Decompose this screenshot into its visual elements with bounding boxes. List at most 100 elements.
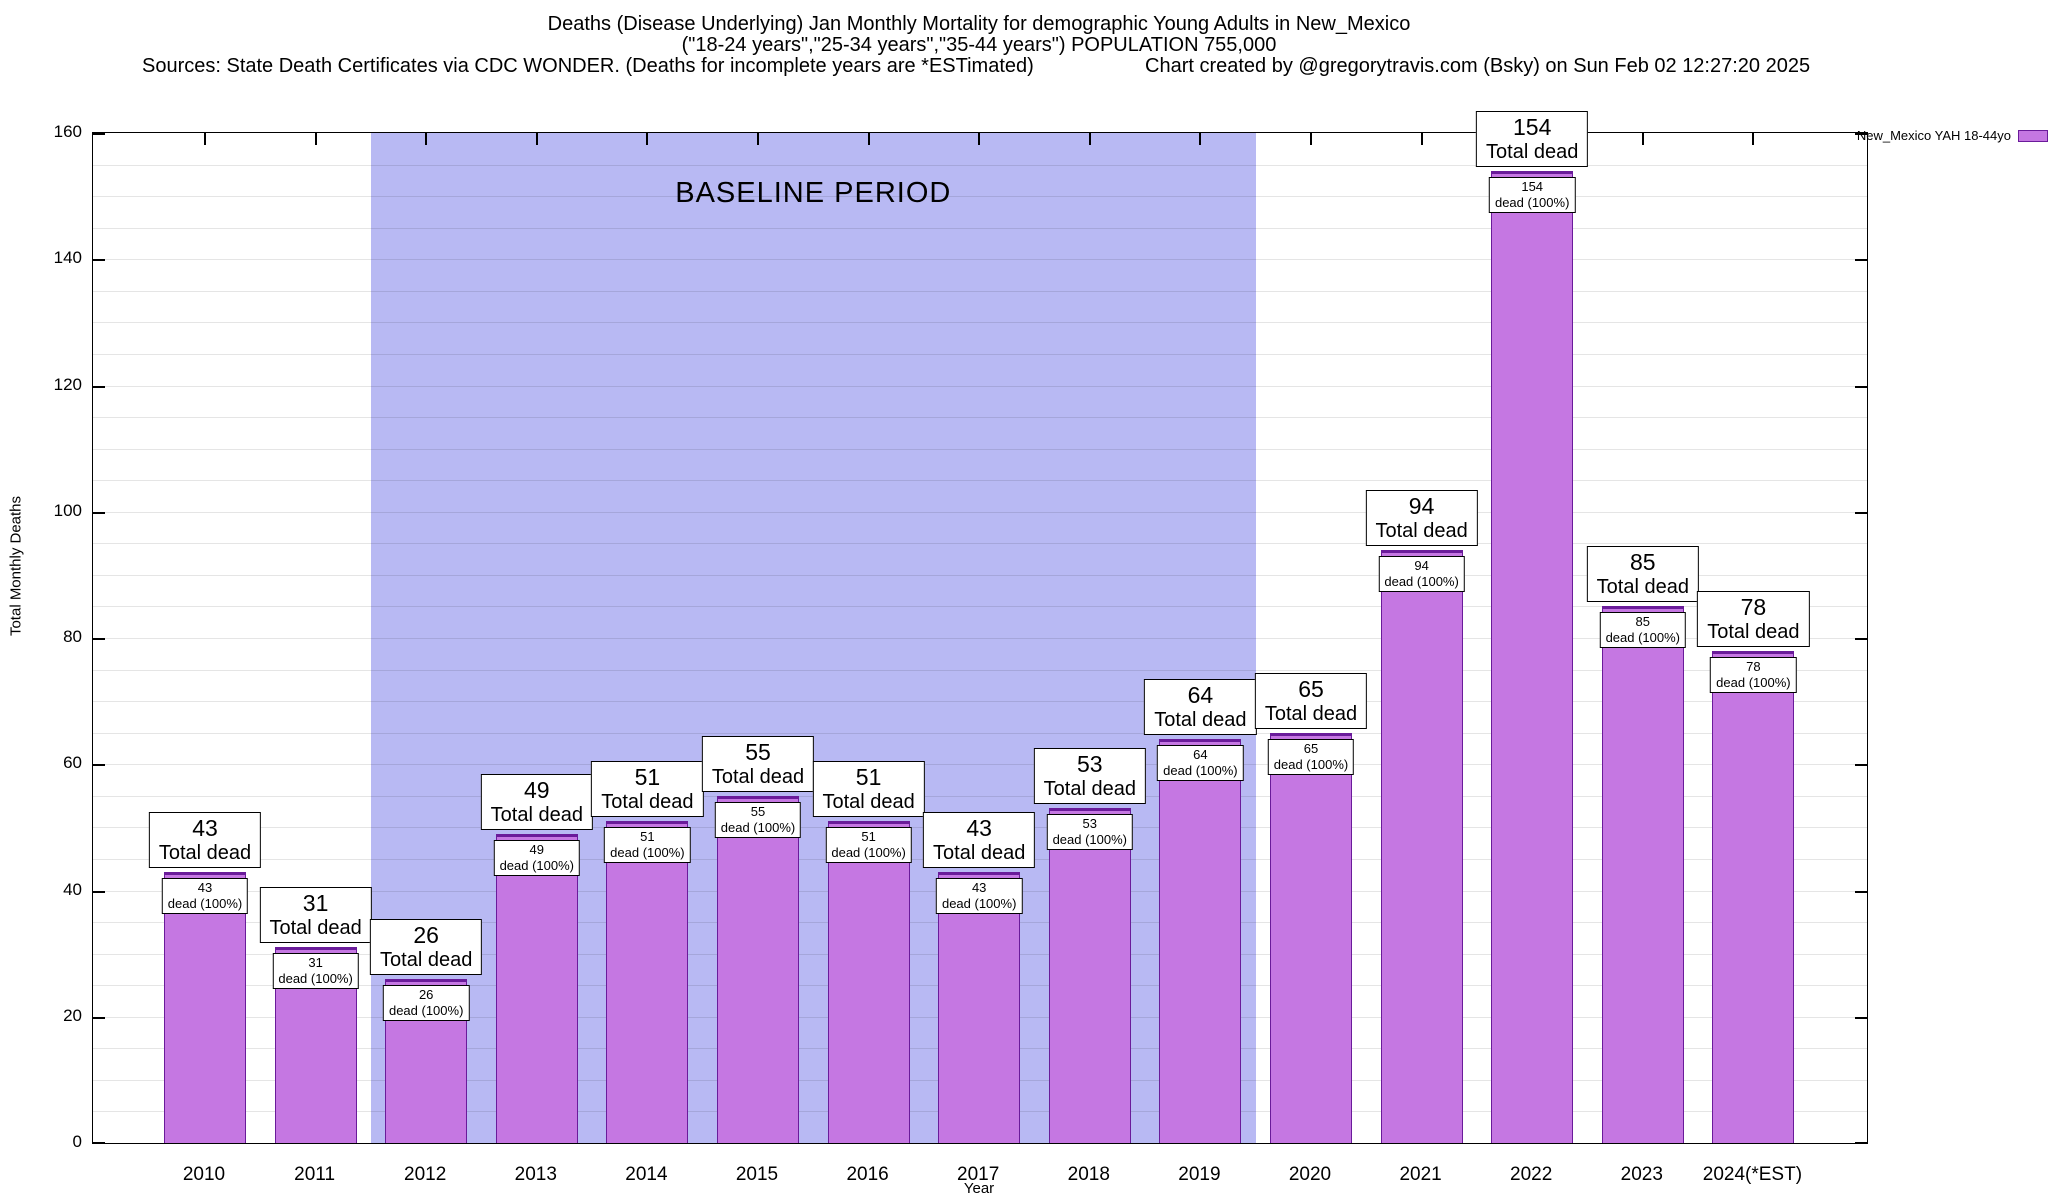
legend-label: New_Mexico YAH 18-44yo [1856, 128, 2011, 143]
bar-total-caption: Total dead [1486, 140, 1579, 163]
bar-inner-label: 65 dead (100%) [1267, 738, 1355, 775]
x-tick-mark [867, 133, 870, 145]
bar-inner-caption: dead (100%) [1273, 756, 1349, 772]
gridline [93, 732, 1867, 734]
legend-swatch-icon [2018, 129, 2048, 142]
x-tick-label: 2019 [1178, 1164, 1221, 1185]
gridline [93, 511, 1867, 513]
bar [1491, 170, 1574, 1143]
gridline [93, 196, 1867, 198]
y-tick-mark [1855, 133, 1867, 135]
x-tick-mark [425, 133, 428, 145]
bar-total-caption: Total dead [490, 803, 583, 826]
bar-total-caption: Total dead [711, 765, 805, 788]
x-tick-label: 2017 [957, 1164, 1000, 1185]
bar-inner-caption: dead (100%) [831, 845, 906, 861]
gridline [93, 227, 1867, 229]
gridline [93, 448, 1867, 450]
bar-total-label: 65 Total dead [1254, 672, 1368, 729]
bar-inner-label: 85 dead (100%) [1599, 612, 1687, 649]
bar-inner-value: 55 [750, 803, 766, 819]
baseline-label: BASELINE PERIOD [675, 177, 952, 209]
bar-inner-value: 49 [529, 841, 545, 857]
gridline [93, 259, 1867, 261]
bar-total-caption: Total dead [1264, 702, 1358, 725]
bar-inner-label: 64 dead (100%) [1157, 745, 1244, 781]
bar-total-label: 53 Total dead [1033, 748, 1146, 805]
bar-total-value: 49 [523, 776, 550, 803]
bar-inner-value: 94 [1414, 557, 1429, 573]
bar-total-label: 55 Total dead [701, 735, 815, 792]
gridline [93, 574, 1867, 576]
chart-sources-note: Sources: State Death Certificates via CD… [142, 55, 1034, 77]
gridline [93, 417, 1867, 419]
plot-area: BASELINE PERIOD 43 dead (100%) 43 Total dead… [92, 110, 1868, 1144]
y-tick-mark [1855, 764, 1867, 767]
bar-total-value: 85 [1629, 549, 1656, 576]
bar-total-label: 26 Total dead [370, 918, 483, 975]
y-tick-mark [1855, 385, 1867, 388]
chart-subtitle: ("18-24 years","25-34 years","35-44 year… [681, 34, 1277, 56]
y-tick-mark [1855, 1016, 1867, 1019]
y-tick-label: 20 [63, 1005, 82, 1025]
bar-total-caption: Total dead [380, 948, 473, 971]
bar [1601, 606, 1684, 1143]
bar-total-label: 43 Total dead [923, 811, 1036, 868]
bar-inner-label: 55 dead (100%) [714, 801, 802, 838]
y-tick-label: 40 [63, 879, 82, 899]
bar-total-label: 85 Total dead [1586, 546, 1699, 603]
bar-total-value: 78 [1740, 593, 1767, 620]
bar-inner-caption: dead (100%) [1163, 763, 1238, 778]
bar-total-label: 154 Total dead [1476, 110, 1589, 167]
y-tick-mark [93, 890, 105, 893]
gridline [93, 606, 1867, 608]
gridline [93, 480, 1867, 482]
bar-inner-label: 51 dead (100%) [825, 827, 912, 864]
y-tick-mark [93, 1016, 105, 1019]
y-tick-mark [1855, 890, 1867, 893]
y-tick-label: 120 [53, 374, 82, 394]
legend: New_Mexico YAH 18-44yo [1857, 128, 2048, 143]
y-tick-mark [93, 259, 105, 262]
bar-total-caption: Total dead [1154, 709, 1247, 731]
bar [606, 821, 689, 1143]
y-tick-label: 0 [72, 1132, 82, 1151]
x-tick-mark [535, 133, 538, 145]
y-tick-mark [1855, 259, 1867, 262]
bar-inner-value: 43 [971, 879, 987, 895]
bar-total-value: 26 [413, 921, 439, 948]
bar-total-value: 154 [1512, 113, 1552, 140]
x-tick-label: 2022 [1510, 1164, 1553, 1185]
bar-total-label: 31 Total dead [259, 887, 372, 944]
bar-total-caption: Total dead [1043, 778, 1136, 801]
bar [495, 833, 578, 1143]
x-tick-mark [1199, 133, 1202, 145]
bar-inner-value: 154 [1521, 178, 1544, 194]
bar [164, 871, 246, 1143]
y-tick-mark [1855, 638, 1867, 640]
bar-inner-label: 31 dead (100%) [272, 953, 359, 990]
x-tick-mark [204, 133, 206, 145]
bar-inner-value: 51 [640, 829, 655, 845]
y-tick-mark [93, 511, 105, 514]
x-tick-mark [1310, 133, 1312, 145]
bar-inner-label: 51 dead (100%) [604, 827, 691, 864]
bar [1048, 808, 1131, 1143]
y-tick-label: 160 [53, 122, 82, 141]
bar-total-caption: Total dead [601, 791, 694, 814]
bar [938, 871, 1021, 1143]
bar-inner-caption: dead (100%) [167, 895, 243, 911]
x-tick-mark [1420, 133, 1423, 145]
bar-total-caption: Total dead [933, 841, 1026, 864]
bar-inner-label: 154 dead (100%) [1488, 176, 1576, 213]
bar-inner-caption: dead (100%) [1052, 832, 1128, 848]
y-tick-mark [1855, 511, 1867, 514]
x-tick-label: 2023 [1620, 1164, 1663, 1185]
bar-inner-label: 43 dead (100%) [935, 877, 1023, 914]
bar-inner-label: 94 dead (100%) [1378, 555, 1465, 592]
bar-inner-label: 43 dead (100%) [161, 877, 249, 914]
x-tick-label: 2018 [1067, 1164, 1110, 1185]
bar-total-caption: Total dead [1707, 620, 1800, 643]
bar [1712, 650, 1795, 1143]
bar-inner-caption: dead (100%) [941, 895, 1017, 911]
